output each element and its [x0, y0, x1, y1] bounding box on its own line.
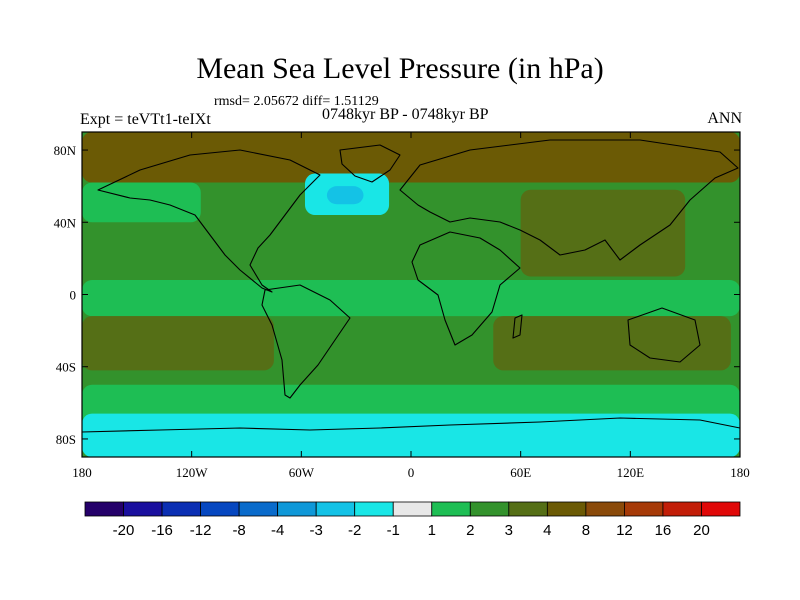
colorbar-label: 8: [582, 522, 590, 539]
colorbar-label: -12: [190, 522, 212, 539]
colorbar-swatch: [701, 501, 741, 517]
y-tick-label: 80S: [56, 432, 76, 447]
colorbar-label: 16: [655, 522, 672, 539]
colorbar-swatch: [392, 501, 433, 517]
anomaly-region: [82, 280, 740, 317]
colorbar-label: 1: [428, 522, 436, 539]
coastlines: [82, 139, 740, 433]
colorbar-label: -16: [151, 522, 173, 539]
colorbar-swatch: [277, 501, 317, 517]
y-tick-label: 0: [70, 288, 77, 303]
anomaly-region: [493, 316, 731, 371]
x-tick-label: 0: [408, 465, 415, 480]
colorbar-label: 2: [466, 522, 474, 539]
colorbar-label: -2: [348, 522, 361, 539]
x-tick-label: 180: [730, 465, 750, 480]
colorbar-swatch: [84, 501, 124, 517]
y-tick-label: 40N: [54, 215, 77, 230]
colorbar-swatch: [469, 501, 510, 517]
colorbar-label: 20: [693, 522, 710, 539]
period-label: 0748kyr BP - 0748kyr BP: [322, 106, 489, 123]
colorbar-swatch: [200, 501, 240, 517]
colorbar-label: -3: [310, 522, 323, 539]
colorbar-label: -1: [387, 522, 400, 539]
x-tick-label: 180: [72, 465, 92, 480]
anomaly-region: [82, 182, 201, 223]
colorbar-swatch: [546, 501, 587, 517]
colorbar-swatch: [431, 501, 471, 517]
colorbar-label: 12: [616, 522, 633, 539]
colorbar-label: -20: [113, 522, 135, 539]
season-label: ANN: [707, 110, 742, 127]
x-tick-label: 120E: [617, 465, 645, 480]
y-tick-label: 80N: [54, 143, 77, 158]
colorbar-label: 4: [543, 522, 551, 539]
x-tick-label: 60W: [289, 465, 315, 480]
colorbar: -20 -16 -12 -8 -4 -3 -2 -1 1 2 3 4 8 12 16 20: [84, 501, 741, 539]
anomaly-region: [82, 413, 740, 457]
experiment-label: Expt = teVTt1-teIXt: [80, 111, 211, 128]
axis-ticks: 180 120W 60W 0 60E 120E 180 80N 40N 0 40S 80S: [54, 132, 750, 480]
colorbar-label: -8: [232, 522, 245, 539]
anomaly-field: [82, 132, 740, 457]
rmsd-diff-label: rmsd= 2.05672 diff= 1.51129: [214, 94, 379, 109]
anomaly-region: [520, 189, 686, 277]
colorbar-swatch: [662, 501, 702, 517]
colorbar-swatch: [315, 501, 356, 517]
anomaly-region: [326, 186, 364, 205]
colorbar-label: -4: [271, 522, 284, 539]
colorbar-swatch: [354, 501, 394, 517]
x-tick-label: 120W: [176, 465, 209, 480]
chart-title: Mean Sea Level Pressure (in hPa): [196, 52, 604, 85]
anomaly-region: [82, 132, 740, 183]
x-tick-label: 60E: [510, 465, 531, 480]
colorbar-swatch: [238, 501, 279, 517]
colorbar-swatch: [585, 501, 625, 517]
colorbar-swatch: [508, 501, 548, 517]
anomaly-region: [82, 316, 274, 371]
colorbar-swatch: [123, 501, 163, 517]
y-tick-label: 40S: [56, 360, 76, 375]
colorbar-swatch: [624, 501, 664, 517]
colorbar-swatch: [161, 501, 201, 517]
colorbar-label: 3: [505, 522, 513, 539]
